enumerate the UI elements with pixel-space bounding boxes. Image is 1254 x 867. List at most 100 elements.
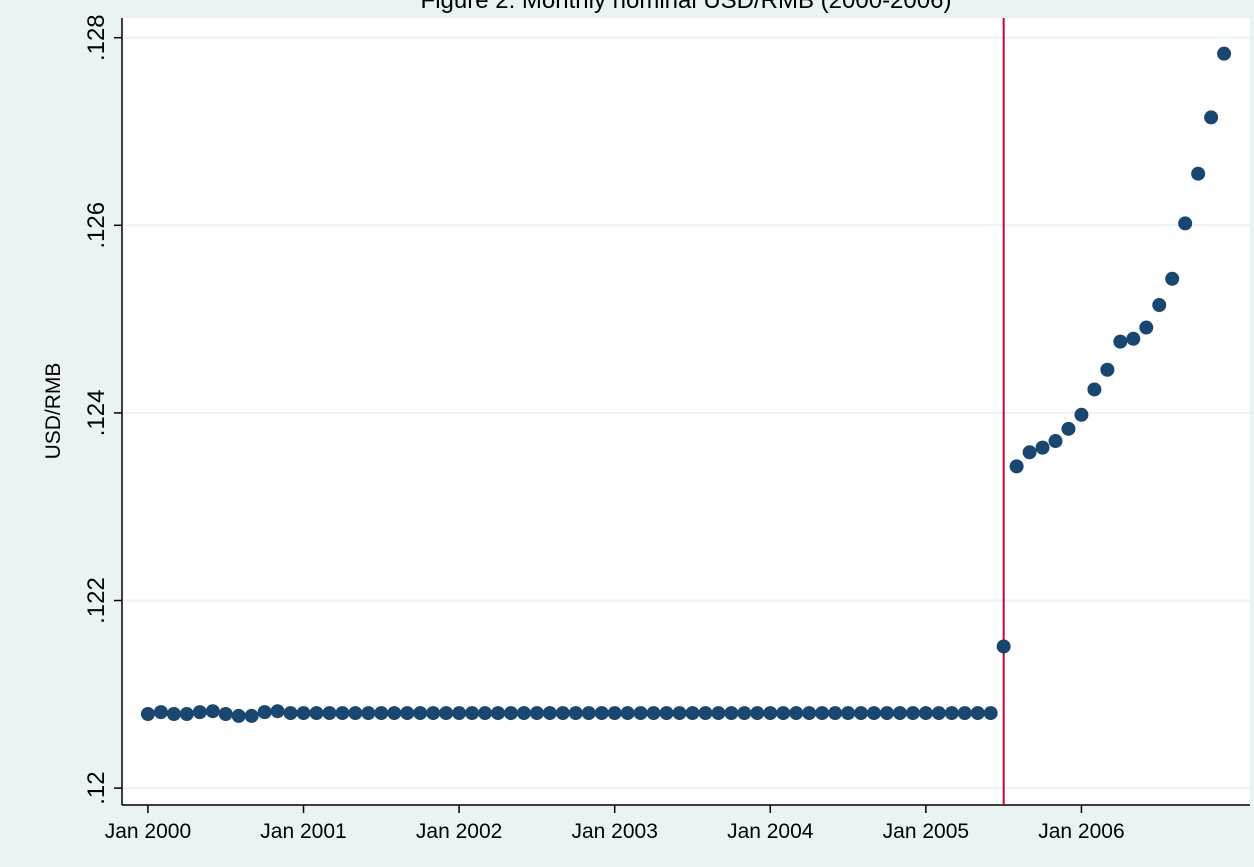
- y-tick-label: .128: [83, 14, 110, 61]
- point: [815, 706, 830, 721]
- point: [1009, 459, 1024, 474]
- point: [387, 706, 402, 721]
- x-tick-label: Jan 2000: [105, 820, 191, 843]
- point: [1204, 110, 1219, 125]
- point: [594, 706, 609, 721]
- point: [685, 706, 700, 721]
- point: [1139, 320, 1154, 335]
- y-tick-label: .124: [83, 390, 110, 437]
- point: [374, 706, 389, 721]
- plot-area: [122, 18, 1250, 805]
- point: [633, 706, 648, 721]
- point: [192, 705, 207, 720]
- point: [231, 708, 246, 723]
- point: [970, 706, 985, 721]
- point: [711, 706, 726, 721]
- point: [607, 706, 622, 721]
- point: [892, 706, 907, 721]
- point: [166, 707, 181, 722]
- point: [361, 706, 376, 721]
- y-tick-label: .122: [83, 577, 110, 624]
- x-tick-label: Jan 2003: [571, 820, 657, 843]
- point: [1048, 434, 1063, 449]
- point: [996, 639, 1011, 654]
- point: [763, 706, 778, 721]
- point: [659, 706, 674, 721]
- point: [672, 706, 687, 721]
- point: [776, 706, 791, 721]
- point: [1165, 271, 1180, 286]
- point: [218, 707, 233, 722]
- point: [1152, 298, 1167, 313]
- point: [322, 706, 337, 721]
- point: [905, 706, 920, 721]
- point: [581, 706, 596, 721]
- point: [205, 704, 220, 719]
- point: [1022, 445, 1037, 460]
- point: [1100, 362, 1115, 377]
- point: [918, 706, 933, 721]
- point: [1191, 166, 1206, 181]
- point: [465, 706, 480, 721]
- point: [309, 706, 324, 721]
- point: [724, 706, 739, 721]
- point: [140, 707, 155, 722]
- point: [1126, 331, 1141, 346]
- point: [828, 706, 843, 721]
- point: [750, 706, 765, 721]
- point: [1217, 46, 1232, 61]
- point: [244, 708, 259, 723]
- point: [335, 706, 350, 721]
- point: [841, 706, 856, 721]
- point: [529, 706, 544, 721]
- y-axis-label: USD/RMB: [42, 363, 65, 460]
- point: [1074, 407, 1089, 422]
- x-tick-label: Jan 2001: [260, 820, 346, 843]
- point: [931, 706, 946, 721]
- point: [854, 706, 869, 721]
- point: [348, 706, 363, 721]
- point: [439, 706, 454, 721]
- point: [737, 706, 752, 721]
- point: [698, 706, 713, 721]
- x-tick-label: Jan 2002: [416, 820, 502, 843]
- point: [516, 706, 531, 721]
- point: [491, 706, 505, 721]
- point: [646, 706, 661, 721]
- point: [283, 706, 298, 721]
- y-tick-label: .126: [83, 202, 110, 249]
- point: [944, 706, 959, 721]
- point: [452, 706, 467, 721]
- y-tick-label: .12: [83, 771, 110, 804]
- point: [867, 706, 881, 721]
- point: [270, 704, 285, 719]
- point: [1035, 440, 1050, 455]
- point: [1178, 216, 1193, 231]
- point: [296, 706, 311, 721]
- point: [503, 706, 518, 721]
- point: [400, 706, 415, 721]
- x-tick-label: Jan 2005: [883, 820, 969, 843]
- point: [413, 706, 428, 721]
- point: [1087, 382, 1102, 397]
- point: [789, 706, 804, 721]
- point: [568, 706, 583, 721]
- point: [802, 706, 817, 721]
- chart-title: Figure 2: Monthly nominal USD/RMB (2000-…: [421, 0, 952, 14]
- x-tick-label: Jan 2006: [1038, 820, 1124, 843]
- point: [1113, 334, 1128, 349]
- point: [555, 706, 570, 721]
- point: [153, 705, 168, 720]
- point: [478, 706, 493, 721]
- point: [957, 706, 972, 721]
- point: [620, 706, 635, 721]
- point: [179, 707, 194, 722]
- point: [879, 706, 894, 721]
- point: [257, 705, 272, 720]
- point: [983, 706, 998, 721]
- x-tick-label: Jan 2004: [727, 820, 814, 843]
- point: [426, 706, 441, 721]
- point: [542, 706, 557, 721]
- point: [1061, 421, 1076, 436]
